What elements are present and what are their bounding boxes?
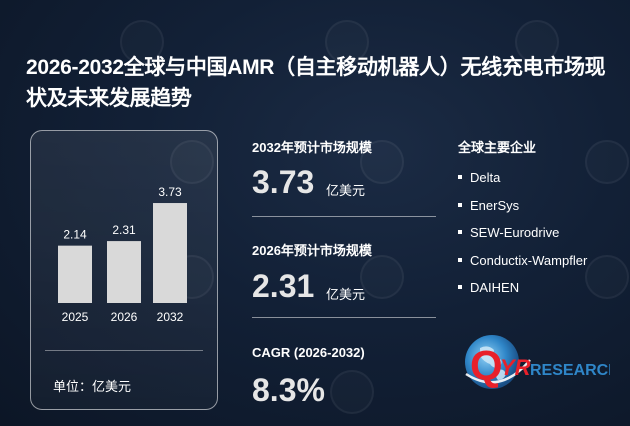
watermark-logo (360, 140, 404, 184)
bar-value-label: 2.31 (112, 223, 136, 237)
bar-2032 (153, 203, 187, 303)
qyresearch-logo: Q YR RESEARCH (465, 335, 610, 389)
watermark-logo (170, 140, 214, 184)
stat-2026-value: 2.31 (252, 268, 315, 304)
watermark-logo (360, 255, 404, 299)
globe-continent (496, 369, 506, 380)
company-item: Conductix-Wampfler (458, 253, 587, 281)
watermark-logo (585, 255, 629, 299)
logo-yr-letters: YR (500, 355, 531, 380)
company-item: EnerSys (458, 198, 587, 226)
stat-2026: 2026年预计市场规模 (252, 240, 372, 259)
bar-2025 (58, 245, 92, 303)
bar-chart: 2.14 2025 2.31 2026 3.73 2032 (58, 185, 187, 324)
company-list: 全球主要企业 Delta EnerSys SEW-Eurodrive Condu… (458, 137, 587, 295)
logo-q-letter: Q (470, 342, 503, 389)
watermark-logo (120, 20, 164, 64)
stat-2032-label: 2032年预计市场规模 (252, 140, 372, 155)
stat-cagr-value: 8.3% (252, 372, 325, 408)
stat-2026-label: 2026年预计市场规模 (252, 243, 372, 258)
company-item: Delta (458, 170, 587, 198)
unit-label: 单位：亿美元 (53, 379, 132, 394)
x-tick-label: 2026 (111, 310, 138, 324)
stat-divider (252, 317, 436, 318)
company-item: DAIHEN (458, 280, 587, 308)
stat-2032-value: 3.73 (252, 164, 315, 200)
stat-2026-unit: 亿美元 (326, 287, 366, 302)
stat-2032: 2032年预计市场规模 (252, 137, 372, 156)
globe-continent (480, 346, 502, 368)
watermark-logo (330, 370, 374, 414)
logo-research-text: RESEARCH (530, 362, 610, 379)
stat-cagr: CAGR (2026-2032) (252, 345, 365, 360)
chart-divider (45, 350, 203, 351)
company-item: SEW-Eurodrive (458, 225, 587, 253)
bar-chart-card: 2.14 2025 2.31 2026 3.73 2032 单位：亿美元 (30, 130, 218, 410)
bar-value-label: 3.73 (158, 185, 182, 199)
globe-swoosh (465, 359, 531, 384)
stat-divider (252, 216, 436, 217)
x-tick-label: 2032 (157, 310, 184, 324)
bar-value-label: 2.14 (63, 228, 87, 242)
watermark-logo (585, 140, 629, 184)
stat-2032-unit: 亿美元 (326, 183, 366, 198)
watermark-logo (515, 20, 559, 64)
watermark-logo (325, 20, 369, 64)
page-title: 2026-2032全球与中国AMR（自主移动机器人）无线充电市场现状及未来发展趋… (26, 56, 606, 110)
x-tick-label: 2025 (62, 310, 89, 324)
company-list-heading: 全球主要企业 (458, 140, 537, 155)
stat-cagr-label: CAGR (2026-2032) (252, 345, 365, 360)
bar-2026 (107, 241, 141, 303)
